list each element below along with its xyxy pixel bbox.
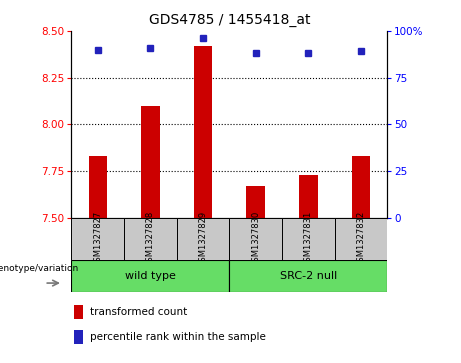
Bar [194,46,212,218]
Bar [247,186,265,218]
Bar [71,218,124,260]
Text: GSM1327827: GSM1327827 [93,211,102,267]
Text: genotype/variation: genotype/variation [0,264,79,273]
Text: SRC-2 null: SRC-2 null [280,271,337,281]
Text: GSM1327832: GSM1327832 [356,211,366,267]
Bar [229,218,282,260]
Bar [71,260,230,292]
Title: GDS4785 / 1455418_at: GDS4785 / 1455418_at [148,13,310,27]
Bar [74,305,83,319]
Text: GSM1327828: GSM1327828 [146,211,155,267]
Bar [335,218,387,260]
Text: GSM1327829: GSM1327829 [199,211,207,267]
Bar [89,156,107,218]
Bar [352,156,370,218]
Text: GSM1327831: GSM1327831 [304,211,313,267]
Bar [229,260,387,292]
Text: wild type: wild type [125,271,176,281]
Text: percentile rank within the sample: percentile rank within the sample [90,332,266,342]
Text: GSM1327830: GSM1327830 [251,211,260,267]
Text: transformed count: transformed count [90,307,187,317]
Bar [282,218,335,260]
Bar [299,175,318,218]
Bar [124,218,177,260]
Bar [177,218,229,260]
Bar [141,106,160,218]
Bar [74,330,83,344]
